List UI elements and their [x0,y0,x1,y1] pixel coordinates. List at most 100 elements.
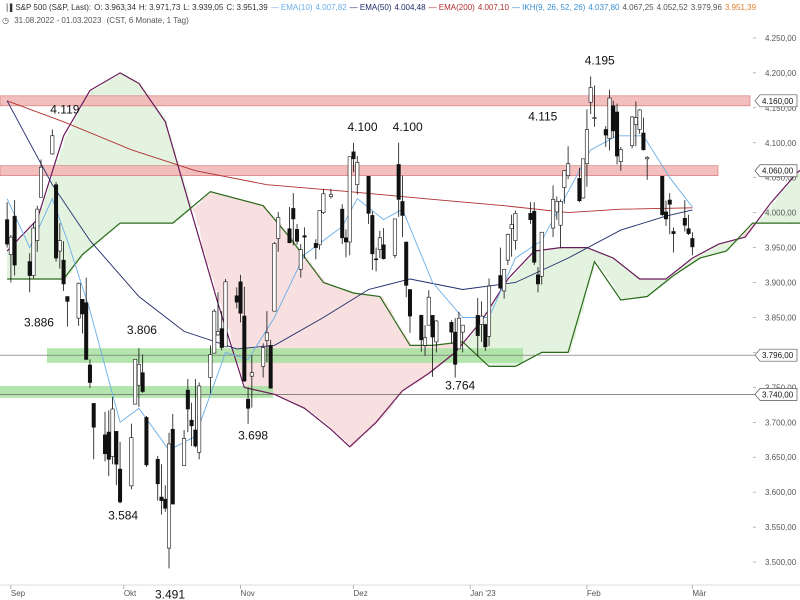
candle-body-17 [103,434,108,455]
candle-body-111 [615,111,620,157]
candle-body-116 [641,132,646,151]
candle-body-83 [456,317,461,350]
annotation-2: 3.806 [127,323,157,337]
candle-body-42 [234,295,239,303]
candle-body-71 [392,218,397,256]
header-value-15: 3.979,96 [690,3,722,12]
header-value-13: 4.067,25 [622,3,654,12]
candle-body-43 [238,281,243,314]
header-value-10: 4.007,10 [477,3,509,12]
candle-body-117 [645,157,650,160]
candle-body-106 [588,87,593,103]
annotation-6: 4.100 [348,120,378,134]
candle-body-22 [129,437,134,487]
candle-body-112 [618,149,623,162]
x-tick-label-1: Okt [124,589,137,598]
candle-body-55 [298,249,303,270]
candle-body-70 [381,244,386,260]
x-tick-label-3: Dez [354,589,368,598]
candle-body-0 [5,219,10,245]
candle-body-60 [328,194,333,197]
header-value-7: — EMA(50) [349,3,392,12]
candle-body-120 [667,199,672,205]
candle-body-51 [276,217,281,239]
header-value-8: 4.004,48 [394,3,426,12]
candle-body-100 [558,201,563,226]
chart-candles-icon: ▕▐ [2,5,13,12]
candle-body-87 [483,324,488,348]
header-value-4: C: 3.951,39 [226,3,268,12]
candle-body-69 [377,237,382,250]
candle-body-26 [144,417,149,466]
header-value-3: L: 3.939,05 [183,3,224,12]
x-tick-label-6: Mär [692,589,706,598]
candle-body-85 [475,315,480,336]
ikh-span-b-line [7,191,800,367]
candle-body-48 [264,332,269,341]
candle-body-63 [347,156,352,243]
candle-body-14 [84,302,89,360]
candle-body-40 [219,328,224,348]
y-tick-label-13: 3.650,00 [765,453,797,462]
candle-body-20 [114,431,119,465]
candle-body-108 [603,129,608,136]
header-value-5: — EMA(10) [270,3,313,12]
header-value-0: S&P 500 (S&P, Last): [15,3,92,12]
candle-body-114 [633,117,638,125]
candle-body-121 [671,231,676,234]
y-tick-label-2: 4.200,00 [765,69,797,78]
candle-body-41 [223,281,228,348]
candle-body-73 [400,201,405,216]
header-value-2: H: 3.971,73 [138,3,181,12]
candle-body-1 [8,236,13,255]
candle-body-118 [660,176,665,216]
candle-body-4 [31,227,36,276]
y-tick-label-11: 3.750,00 [765,383,797,392]
candle-body-94 [528,213,533,220]
candle-body-30 [167,443,172,549]
candle-body-88 [487,285,492,337]
y-tick-label-6: 4.000,00 [765,209,797,218]
candle-body-77 [423,337,428,346]
candle-body-93 [513,213,518,241]
candle-body-80 [434,320,439,343]
header-value-6: 4.007,82 [315,3,347,12]
candle-body-76 [419,315,424,341]
candle-body-66 [366,176,371,214]
price-badge-label-2: 3.796,00 [762,351,794,360]
candle-body-57 [313,243,318,248]
candle-body-25 [140,372,145,392]
candle-body-75 [407,289,412,317]
candle-body-107 [592,117,597,119]
y-tick-label-3: 4.150,00 [765,104,797,113]
candle-body-89 [498,275,503,289]
annotation-0: 4.119 [50,102,79,116]
candle-body-72 [396,164,401,200]
y-tick-label-15: 3.550,00 [765,523,797,532]
chart-header-values: ▕▐ S&P 500 (S&P, Last): O: 3.963,34 H: 3.97… [2,3,759,12]
ikh-span-a-line [6,72,800,448]
price-badge-label-1: 4.060,00 [762,167,794,176]
candle-body-44 [242,315,247,382]
candle-body-46 [249,372,254,377]
candle-body-54 [295,229,300,242]
x-tick-label-4: Jan '23 [470,589,496,598]
candle-body-15 [87,364,92,383]
candle-body-12 [76,282,81,319]
candle-body-28 [159,496,164,501]
candle-body-124 [690,238,695,248]
y-tick-label-4: 4.100,00 [765,139,797,148]
header-value-9: — EMA(200) [428,3,475,12]
candle-body-2 [12,215,17,266]
x-tick-label-0: Sep [11,589,26,598]
candle-body-36 [197,385,202,453]
candle-body-16 [91,403,96,428]
candle-body-45 [246,398,251,409]
clock-icon: ◷ [2,16,9,25]
ichimoku-cloud [467,235,744,367]
settings-text: (CST, 6 Monate, 1 Tag) [106,16,189,25]
candle-body-9 [57,240,62,252]
candle-body-56 [302,235,307,238]
candle-body-62 [343,237,348,243]
